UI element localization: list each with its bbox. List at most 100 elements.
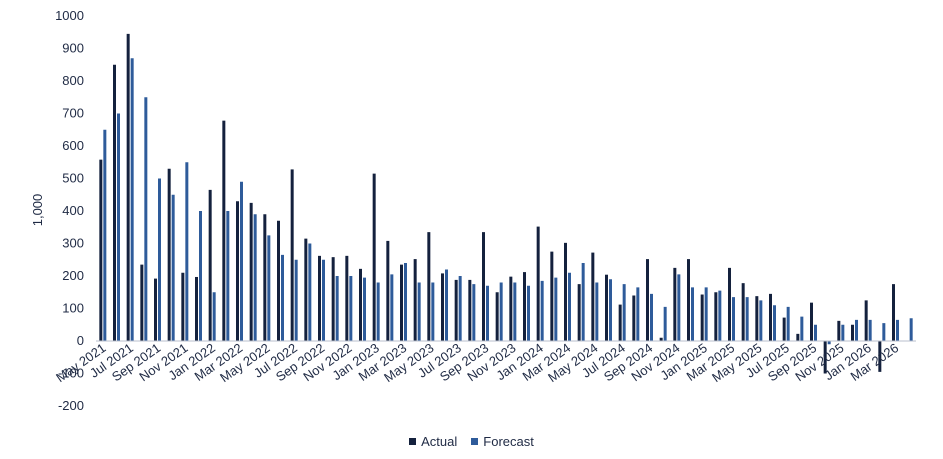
bar-actual (277, 220, 280, 341)
bar-forecast (472, 284, 476, 341)
bar-forecast (868, 319, 872, 341)
bar-actual (318, 255, 321, 341)
bar-actual (700, 294, 704, 341)
bar-forecast (513, 282, 517, 341)
bar-actual (591, 252, 595, 341)
bar-forecast (800, 316, 804, 341)
bar-forecast (171, 194, 175, 341)
bar-actual (181, 272, 185, 341)
bar-forecast (855, 319, 858, 341)
bar-actual (523, 272, 526, 341)
legend-item-actual: Actual (409, 434, 457, 449)
bar-forecast (253, 214, 257, 341)
bar-actual (290, 169, 294, 341)
bar-forecast (841, 324, 845, 341)
bar-forecast (609, 279, 612, 341)
bar-forecast (390, 274, 394, 341)
bar-actual (304, 238, 308, 341)
bar-actual (550, 251, 554, 341)
bar-actual (782, 317, 786, 341)
bar-actual (755, 296, 759, 341)
legend-label-forecast: Forecast (483, 434, 534, 449)
y-tick-label: 0 (77, 333, 84, 348)
bar-forecast (745, 297, 749, 341)
bar-forecast (103, 129, 107, 341)
bar-forecast (554, 277, 558, 341)
bar-actual (345, 255, 349, 341)
bar-actual (331, 257, 335, 341)
y-tick-label: 500 (62, 171, 84, 186)
legend: Actual Forecast (0, 434, 943, 449)
bar-actual (359, 268, 362, 341)
bar-forecast (458, 276, 462, 341)
bar-forecast (335, 276, 339, 341)
bar-forecast (226, 211, 230, 341)
bar-actual (482, 232, 485, 341)
bar-actual (208, 189, 212, 341)
bar-forecast (595, 282, 599, 341)
bar-forecast (882, 323, 886, 341)
bar-actual (864, 300, 868, 341)
bar-actual (796, 333, 800, 341)
bar-actual (714, 292, 718, 341)
bar-actual (495, 292, 499, 341)
bar-forecast (677, 274, 681, 341)
bar-forecast (759, 300, 763, 341)
legend-item-forecast: Forecast (471, 434, 534, 449)
bar-forecast (185, 162, 189, 341)
bar-actual (632, 295, 636, 341)
bar-actual (413, 259, 417, 341)
bar-forecast (158, 178, 161, 341)
bar-forecast (281, 254, 284, 341)
bar-forecast (896, 319, 899, 341)
bar-forecast (636, 287, 640, 341)
y-tick-label: -100 (58, 366, 84, 381)
bar-actual (823, 341, 827, 374)
bar-forecast (718, 290, 722, 341)
bar-actual (441, 273, 444, 341)
bar-actual (236, 201, 239, 341)
bar-forecast (650, 293, 653, 341)
bar-actual (687, 259, 690, 341)
bar-forecast (212, 292, 216, 341)
bar-forecast (704, 287, 708, 341)
legend-swatch-forecast (471, 438, 479, 445)
bar-actual (400, 264, 403, 341)
bar-forecast (773, 305, 776, 341)
legend-label-actual: Actual (421, 434, 458, 449)
bar-forecast (732, 297, 735, 341)
bar-forecast (909, 318, 913, 341)
bar-actual (263, 214, 267, 341)
bar-actual (468, 279, 472, 341)
bar-actual (536, 226, 540, 341)
bar-forecast (499, 282, 503, 341)
bar-actual (741, 283, 745, 341)
bar-forecast (322, 259, 325, 341)
bar-forecast (404, 263, 407, 341)
bar-actual (659, 337, 663, 341)
bar-forecast (240, 181, 243, 341)
bar-actual (386, 240, 390, 341)
bar-actual (454, 279, 458, 341)
bar-forecast (144, 97, 148, 341)
y-tick-label: 800 (62, 73, 84, 88)
bar-actual (99, 159, 103, 341)
bar-forecast (540, 280, 544, 341)
bar-forecast (130, 58, 134, 341)
y-tick-label: 900 (62, 41, 84, 56)
bar-actual (140, 264, 144, 341)
y-tick-label: 400 (62, 203, 84, 218)
bar-forecast (308, 243, 312, 341)
bar-forecast (294, 259, 298, 341)
bar-forecast (363, 277, 366, 341)
bar-forecast (581, 263, 585, 341)
bar-forecast (417, 282, 421, 341)
bar-forecast (827, 341, 831, 345)
bar-actual (509, 276, 513, 341)
bar-actual (577, 284, 581, 341)
y-tick-label: 200 (62, 268, 84, 283)
bar-forecast (267, 235, 271, 341)
bar-actual (851, 324, 854, 341)
bar-chart: 1,000 -200 -100 0 100 200 300 400 500 600 700 800 9… (30, 8, 916, 413)
bar-forecast (691, 287, 694, 341)
